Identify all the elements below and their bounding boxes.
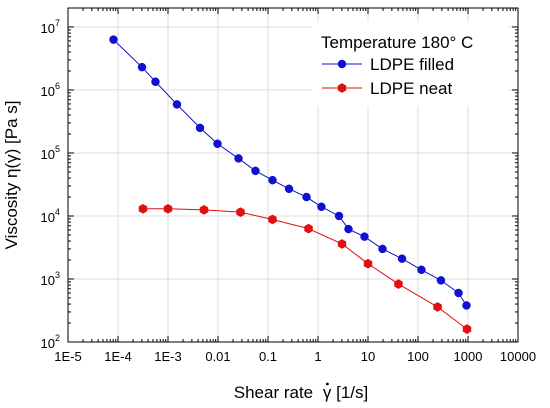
data-point (337, 239, 347, 249)
data-point (417, 265, 426, 275)
legend-swatch-marker (337, 83, 347, 93)
data-point (268, 175, 277, 185)
x-axis-title-prefix: Shear rate (234, 383, 313, 402)
legend: Temperature 180° C LDPE filled LDPE neat (311, 21, 509, 107)
y-tick-label-base: 10 (41, 336, 55, 351)
data-point (433, 302, 442, 312)
legend-entry: LDPE neat (322, 79, 452, 98)
y-tick-label: 107 (41, 18, 60, 36)
plot-frame (67, 7, 519, 343)
y-tick-label: 103 (41, 270, 60, 288)
data-point (236, 207, 245, 218)
x-tick-label: 10 (361, 349, 375, 364)
data-point (436, 276, 446, 285)
data-point (268, 214, 277, 225)
legend-label: LDPE neat (370, 79, 452, 98)
y-tick-label-exponent: 5 (55, 144, 60, 154)
x-tick-label: 1000 (454, 349, 483, 364)
data-point (163, 203, 173, 214)
y-tick-label-base: 10 (41, 21, 55, 36)
x-axis-title: Shear rate γ [1/s] (234, 383, 368, 402)
series-ldpe-neat (138, 203, 472, 335)
data-point (213, 139, 222, 149)
x-tick-label: 1 (314, 349, 321, 364)
data-point (360, 232, 369, 241)
data-point (195, 123, 205, 133)
y-tick-label-base: 10 (41, 147, 55, 162)
series-layer (109, 35, 472, 335)
data-point (302, 192, 311, 202)
data-point (234, 154, 243, 163)
y-tick-label: 104 (41, 207, 60, 225)
data-point (462, 301, 471, 310)
y-tick-label: 105 (41, 144, 60, 162)
data-point (397, 254, 407, 263)
x-axis-title-symbol: γ (323, 383, 332, 402)
data-point (251, 166, 260, 176)
legend-swatch-marker (337, 59, 347, 69)
data-point (334, 211, 344, 221)
y-tick-label: 102 (41, 333, 60, 351)
data-point (137, 62, 147, 72)
y-tick-label-base: 10 (41, 273, 55, 288)
x-tick-label: 1E-4 (104, 349, 131, 364)
x-tick-label: 10000 (500, 349, 536, 364)
x-tick-label: 100 (407, 349, 429, 364)
legend-title: Temperature 180° C (321, 33, 473, 52)
x-axis-title-dot (325, 382, 329, 386)
data-point (304, 223, 313, 234)
x-tick-label: 0.01 (205, 349, 230, 364)
y-tick-label-base: 10 (41, 210, 55, 225)
y-axis-title: Viscosity η(γ) [Pa s] (2, 101, 21, 250)
data-point (109, 35, 118, 44)
data-point (138, 203, 148, 214)
data-point (363, 258, 373, 269)
legend-label: LDPE filled (370, 55, 454, 74)
data-point (284, 184, 294, 194)
legend-entry: LDPE filled (322, 55, 454, 74)
y-tick-label-base: 10 (41, 84, 55, 99)
data-point (462, 324, 472, 335)
data-point (151, 77, 160, 87)
data-point (378, 244, 387, 254)
y-tick-label-exponent: 4 (55, 207, 60, 217)
x-axis-title-suffix: [1/s] (336, 383, 368, 402)
axis-ticks: 1E-5 1E-4 1E-3 0.01 0.1 1 10 100 1000 10000102103… (41, 7, 536, 364)
y-tick-label-exponent: 2 (55, 333, 60, 343)
y-tick-label-exponent: 3 (55, 270, 60, 280)
data-point (454, 288, 463, 298)
y-tick-label-exponent: 7 (55, 18, 60, 28)
x-tick-label: 1E-3 (154, 349, 181, 364)
data-point (344, 224, 353, 234)
data-point (172, 100, 182, 109)
y-tick-label: 106 (41, 81, 60, 99)
y-tick-label-exponent: 6 (55, 81, 60, 91)
x-tick-label: 0.1 (259, 349, 277, 364)
series-ldpe-filled (109, 35, 471, 310)
data-point (199, 204, 209, 215)
x-tick-label: 1E-5 (54, 349, 81, 364)
data-point (317, 202, 326, 212)
data-point (394, 279, 403, 289)
